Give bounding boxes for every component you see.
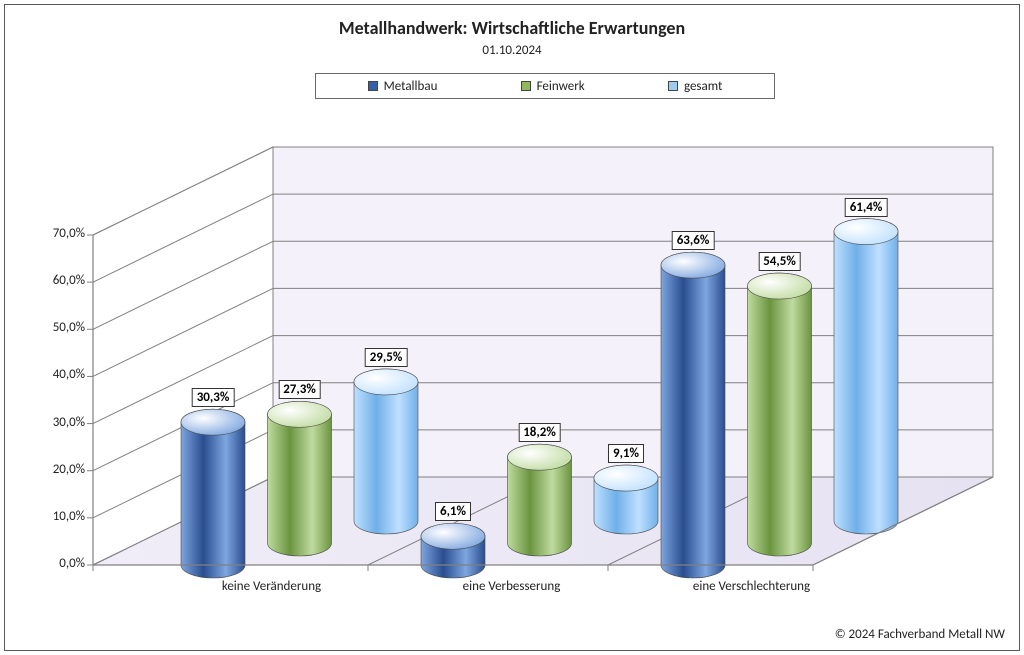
chart-title: Metallhandwerk: Wirtschaftliche Erwartun… [5,17,1019,39]
legend-item-2: gesamt [668,79,722,94]
data-label: 6,1% [435,502,471,521]
data-label: 9,1% [608,444,644,463]
legend-item-0: Metallbau [368,79,438,94]
legend-swatch-1 [521,81,531,91]
yaxis-tick-label: 0,0% [37,556,85,571]
legend-swatch-0 [368,81,378,91]
legend-label-0: Metallbau [384,79,438,94]
category-label: keine Veränderung [222,579,321,594]
yaxis-tick-label: 70,0% [37,226,85,241]
legend-label-2: gesamt [684,79,722,94]
chart-svg [35,105,995,605]
legend-label-1: Feinwerk [537,79,585,94]
category-label: eine Verschlechterung [693,579,810,594]
chart-subtitle: 01.10.2024 [5,43,1019,58]
data-label: 30,3% [192,388,235,407]
yaxis-tick-label: 40,0% [37,367,85,382]
legend: Metallbau Feinwerk gesamt [315,73,775,99]
yaxis-tick-label: 10,0% [37,509,85,524]
yaxis-tick-label: 20,0% [37,462,85,477]
data-label: 63,6% [672,231,715,250]
data-label: 61,4% [845,198,888,217]
yaxis-tick-label: 30,0% [37,415,85,430]
data-label: 27,3% [278,380,321,399]
data-label: 54,5% [758,252,801,271]
data-label: 29,5% [365,348,408,367]
copyright-text: © 2024 Fachverband Metall NW [835,627,1005,642]
yaxis-tick-label: 60,0% [37,273,85,288]
yaxis-tick-label: 50,0% [37,320,85,335]
legend-item-1: Feinwerk [521,79,585,94]
plot-area: 0,0% 10,0% 20,0% 30,0% 40,0% 50,0% 60,0% 70,0% 2… [35,105,995,605]
legend-swatch-2 [668,81,678,91]
category-label: eine Verbesserung [463,579,561,594]
data-label: 18,2% [518,423,561,442]
chart-frame: Metallhandwerk: Wirtschaftliche Erwartun… [4,4,1020,651]
